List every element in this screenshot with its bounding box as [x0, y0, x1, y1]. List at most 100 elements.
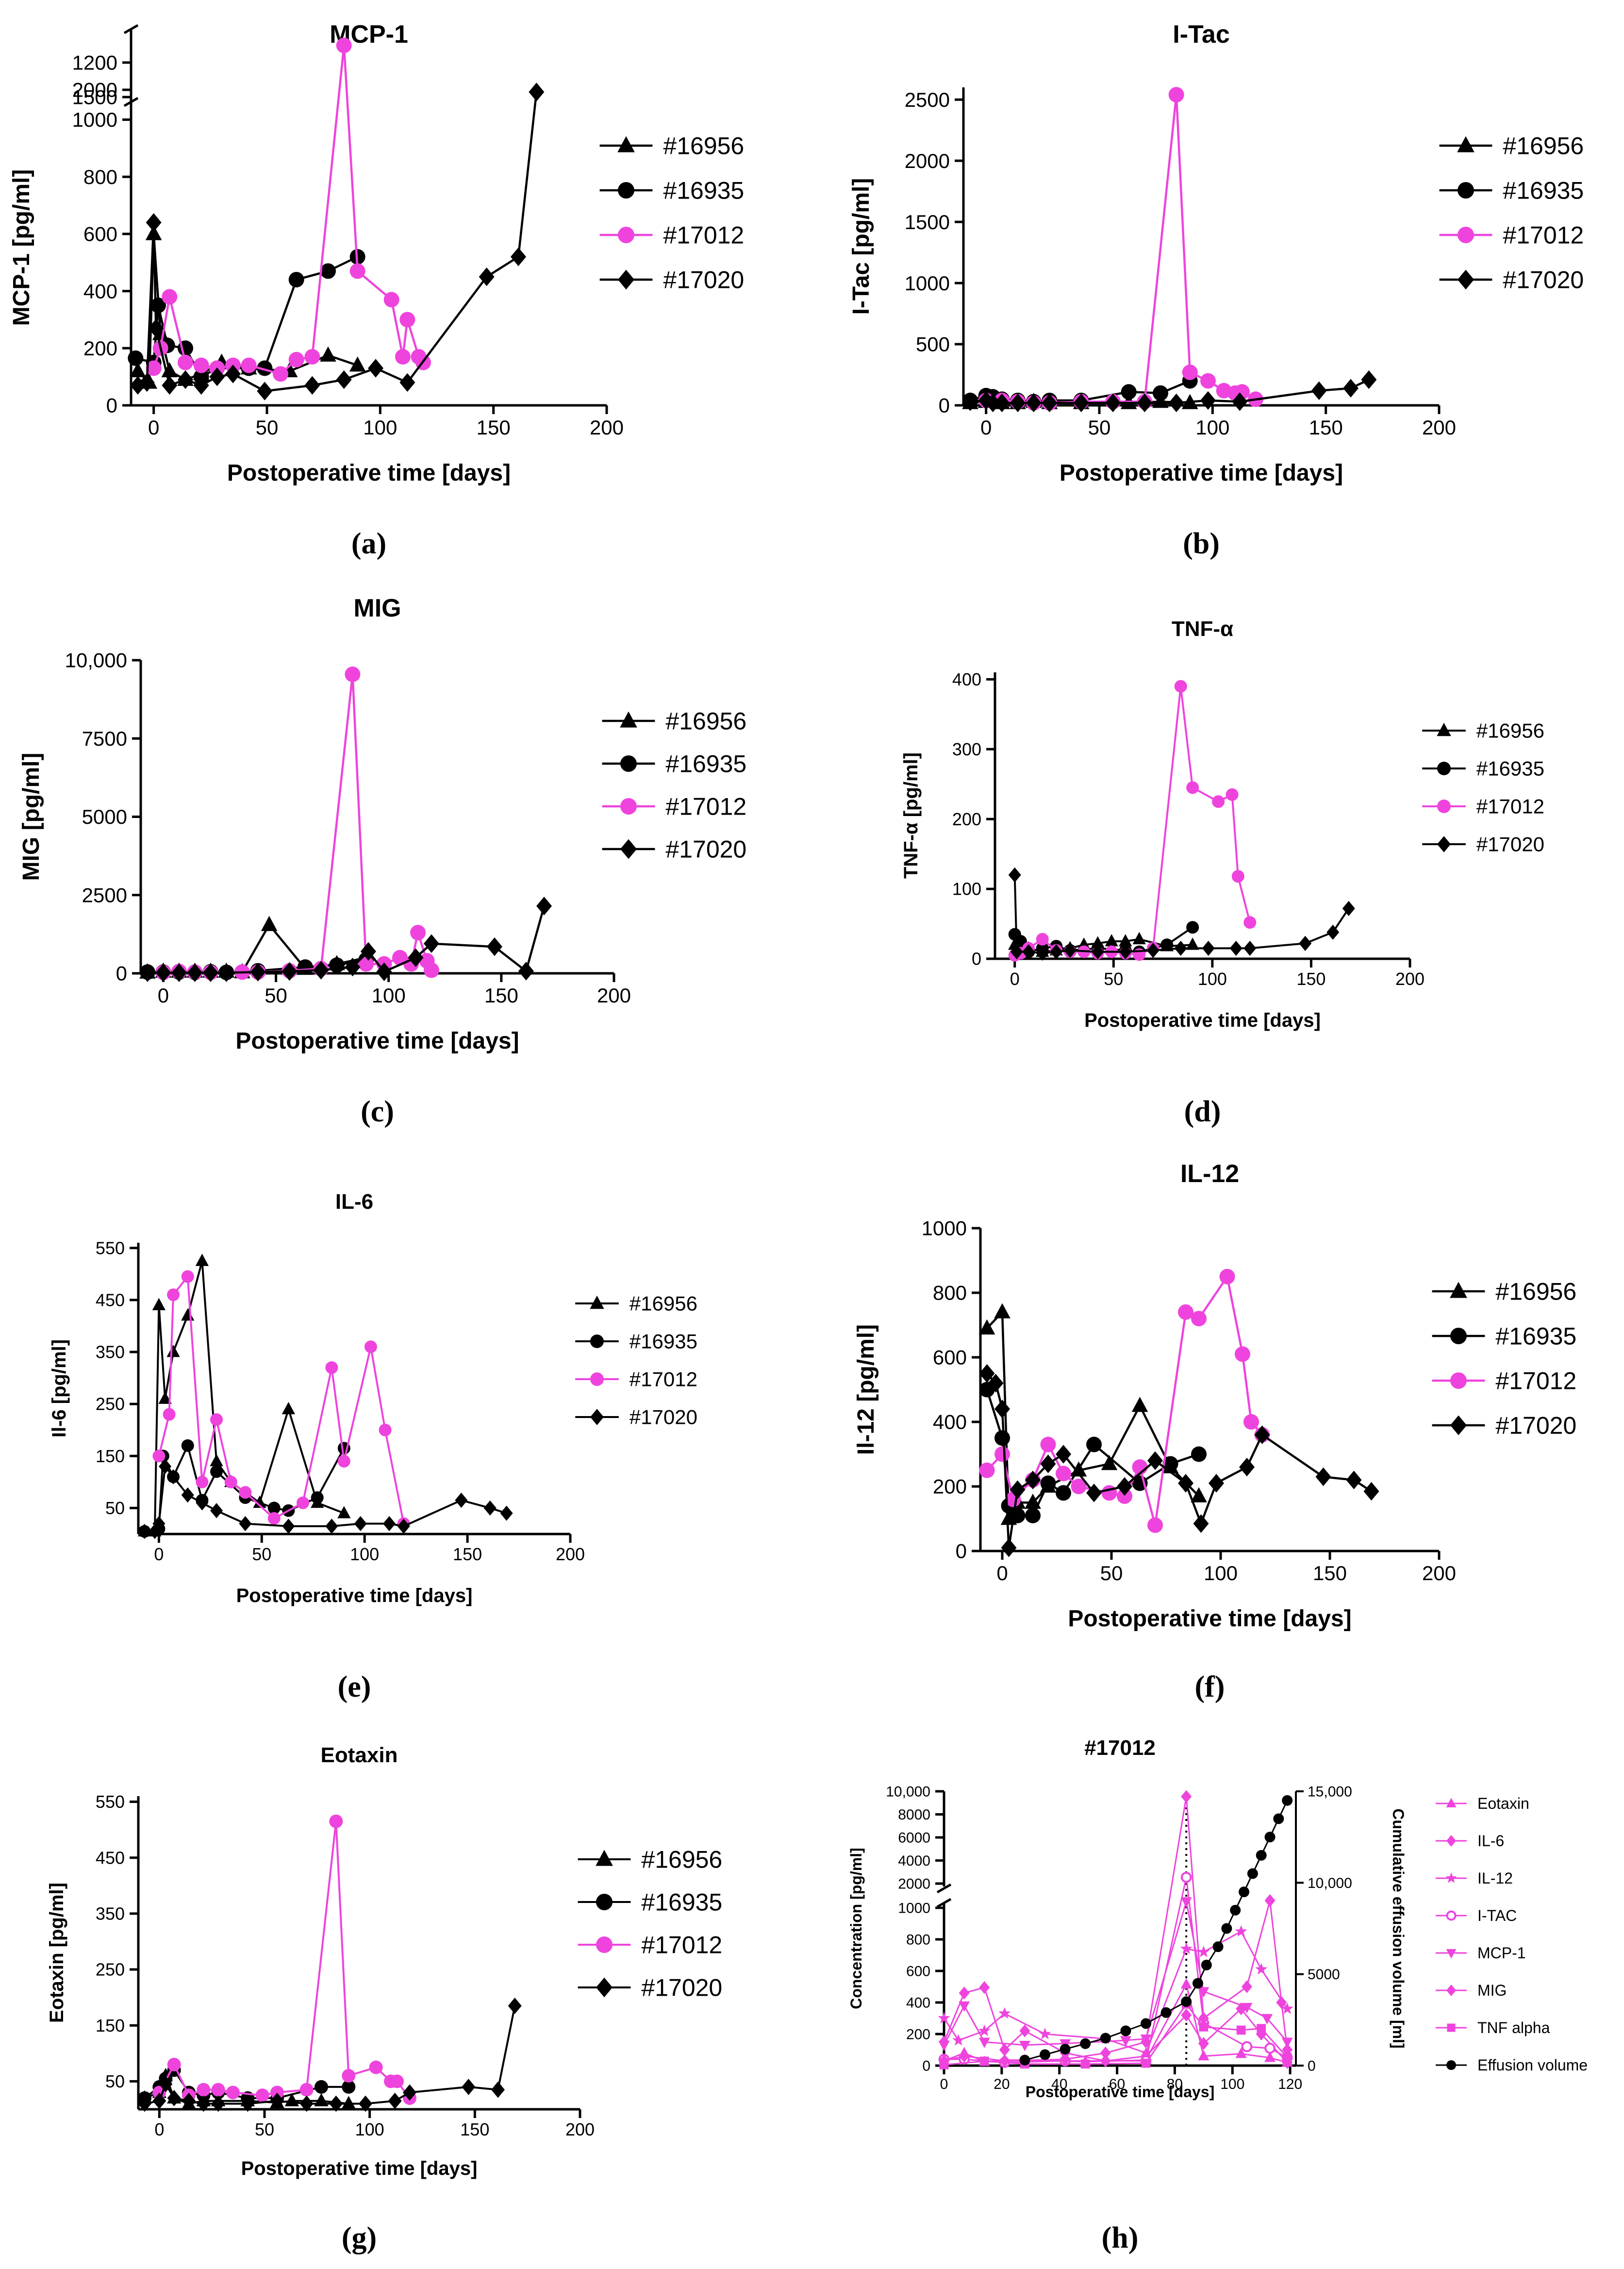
axis-break-mark: [123, 24, 139, 34]
legend-label: #16956: [641, 1846, 722, 1873]
legend-label: #16935: [665, 751, 746, 778]
y-tick-label: 5000: [82, 805, 127, 828]
legend-marker: [1446, 1949, 1457, 1959]
legend-marker: [1437, 836, 1451, 852]
x-tick-label: 150: [484, 984, 518, 1007]
panel-caption: (a): [351, 527, 386, 560]
legend-marker: [596, 1850, 613, 1866]
data-point: [1235, 1346, 1250, 1362]
data-point: [270, 2092, 284, 2109]
data-point: [1040, 1454, 1056, 1473]
data-point: [226, 2085, 240, 2100]
legend: Eotaxin IL-6 IL-12 I-TAC MCP-1 MIG TNF alpha Ef…: [1436, 1795, 1588, 2074]
y-tick-label: 550: [96, 1238, 125, 1258]
series-effusion-volume: [1019, 1795, 1293, 2066]
data-point: [342, 2069, 356, 2083]
data-point: [130, 362, 146, 378]
data-point: [383, 1516, 396, 1532]
y-tick-label: 600: [906, 1964, 930, 1980]
data-point: [1180, 1942, 1193, 1954]
data-point: [1276, 1996, 1287, 2009]
legend-label: #17020: [1503, 267, 1584, 294]
x-tick-label: 200: [1422, 416, 1456, 439]
legend-label: #16956: [1476, 719, 1544, 742]
data-point: [395, 349, 411, 365]
data-point: [979, 1981, 990, 1994]
data-point: [1342, 901, 1355, 916]
data-point: [1229, 940, 1243, 956]
data-point: [197, 2083, 211, 2097]
legend-marker: [590, 1409, 604, 1425]
data-point: [359, 2095, 372, 2112]
chart-title: IL-6: [335, 1190, 373, 1214]
chart-title: Eotaxin: [321, 1743, 398, 1767]
panel-caption: (e): [338, 1670, 371, 1703]
x-tick-label: 50: [252, 1544, 271, 1564]
data-point: [178, 370, 193, 389]
data-point: [1140, 2018, 1151, 2029]
x-tick-label: 50: [255, 2119, 274, 2139]
data-point: [159, 2076, 173, 2092]
data-point: [282, 1401, 296, 1415]
x-tick-label: 80: [1167, 2076, 1183, 2092]
y-tick-label: 0: [922, 2058, 930, 2074]
series--17020: [962, 370, 1377, 413]
data-point: [1361, 370, 1377, 389]
legend-marker: [617, 136, 635, 152]
x-tick-label: 150: [477, 416, 511, 439]
data-point: [1146, 943, 1160, 958]
data-point: [1160, 2007, 1172, 2018]
series--17012: [146, 37, 431, 382]
legend-marker: [1450, 1372, 1467, 1389]
panel-g: Eotaxin 0 50 100 150 200 50 150 250 350 450 550 Post…: [46, 1743, 722, 2254]
x-axis-label: Postoperative time [days]: [1068, 1606, 1351, 1632]
legend: #16956 #16935 #17012 #17020: [575, 1292, 697, 1429]
legend-label: #16956: [663, 133, 744, 160]
x-axis-label: Postoperative time [days]: [227, 460, 511, 486]
chart-title: #17012: [1084, 1736, 1156, 1760]
data-point: [270, 2085, 284, 2100]
data-point: [410, 925, 426, 941]
data-point: [1036, 945, 1049, 961]
series-line: [943, 1901, 1288, 2046]
y-tick-label: 0: [116, 962, 127, 985]
x-axis-label: Postoperative time [days]: [1060, 460, 1343, 486]
data-point: [211, 2083, 225, 2097]
y-tick-label: 10,000: [65, 649, 127, 672]
data-point: [1060, 2044, 1071, 2055]
data-point: [1120, 2036, 1131, 2047]
data-point: [345, 667, 361, 683]
data-point: [241, 2095, 255, 2112]
data-point: [1193, 1514, 1209, 1533]
y-axis-label: MCP-1 [pg/ml]: [9, 169, 34, 326]
y-tick-label: 4000: [898, 1853, 930, 1869]
data-point: [239, 1516, 252, 1532]
panel-caption: (g): [342, 2221, 377, 2254]
x-tick-label: 200: [1395, 969, 1425, 989]
legend-marker: [618, 227, 634, 243]
data-point: [383, 292, 399, 308]
legend-marker: [1437, 722, 1451, 736]
data-point: [341, 2096, 356, 2109]
x-tick-label: 0: [148, 416, 159, 439]
x-tick-label: 200: [565, 2119, 595, 2139]
y-axis-label: Il-6 [pg/ml]: [49, 1339, 70, 1437]
legend-label: Effusion volume: [1477, 2056, 1588, 2074]
data-point: [1235, 2047, 1247, 2058]
y-axis-label: TNF-α [pg/ml]: [900, 752, 922, 879]
data-point: [1192, 1978, 1203, 1989]
data-point: [1132, 932, 1146, 945]
y-tick-label: 300: [952, 739, 981, 759]
data-point: [1036, 933, 1049, 946]
legend-marker: [1446, 1985, 1456, 1996]
x-tick-label: 200: [590, 416, 624, 439]
data-point: [962, 392, 978, 411]
y-tick-label: 1500: [905, 211, 950, 234]
x-tick-label: 150: [460, 2119, 489, 2139]
data-point: [257, 382, 273, 400]
data-point: [994, 393, 1010, 413]
data-point: [349, 263, 365, 279]
data-point: [360, 942, 376, 961]
data-point: [1071, 1479, 1087, 1494]
